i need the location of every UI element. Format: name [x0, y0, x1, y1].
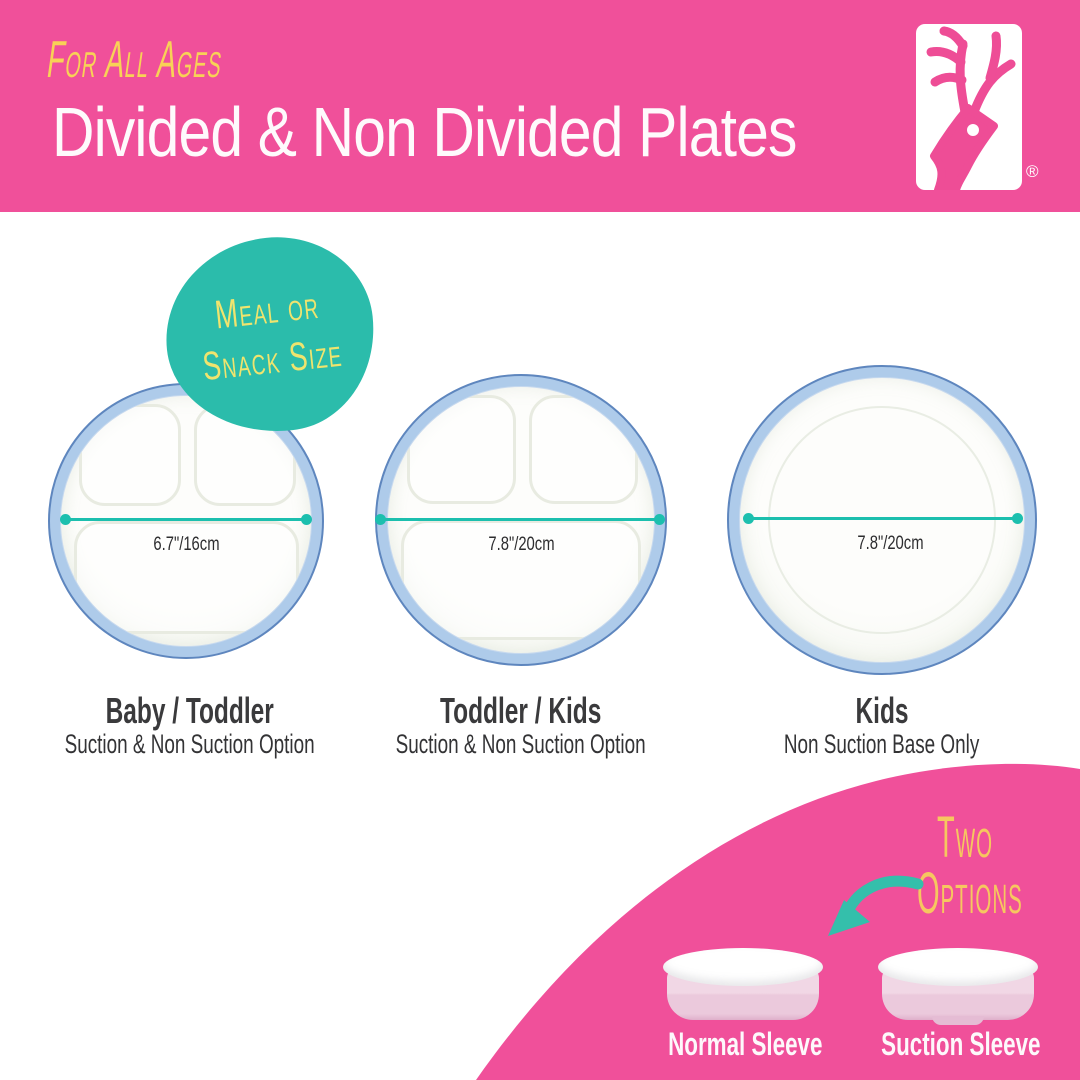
page-title: Divided & Non Divided Plates: [52, 93, 797, 171]
sleeve-plate-top: [878, 948, 1038, 986]
header-title-wrap: Divided & Non Divided Plates: [52, 92, 938, 172]
plate-surface: [60, 395, 312, 647]
diameter-label: 7.8"/20cm: [487, 534, 555, 555]
plate-option: Non Suction Base Only: [784, 729, 980, 759]
plate-name: Toddler / Kids: [440, 690, 602, 731]
diameter-label: 6.7"/16cm: [152, 534, 220, 555]
plate-name: Baby / Toddler: [105, 690, 275, 731]
compartment-top-left: [78, 403, 181, 506]
normal-sleeve-plate: [663, 948, 823, 1024]
diameter-label: 7.8"/20cm: [856, 533, 924, 554]
plate-inner-rim: [768, 406, 996, 634]
plate-surface: [739, 377, 1025, 663]
diameter-line: [60, 514, 312, 525]
curved-arrow-icon: [828, 875, 924, 936]
header-tagline: For All Ages: [43, 31, 227, 89]
header-banner: For All Ages Divided & Non Divided Plate…: [0, 0, 1080, 212]
plate-name: Kids: [855, 690, 909, 731]
plate-option: Suction & Non Suction Option: [395, 729, 647, 759]
compartment-bottom: [401, 520, 641, 640]
compartment-top-left: [406, 394, 516, 505]
sleeve-label: Normal Sleeve: [667, 1026, 823, 1062]
diameter-line: [375, 514, 665, 525]
compartment-top-right: [528, 394, 639, 505]
registered-trademark: ®: [1026, 162, 1039, 181]
sleeve-label: Suction Sleeve: [880, 1026, 1041, 1062]
suction-sleeve-plate: [878, 948, 1038, 1025]
suction-base-foot: [932, 1016, 984, 1025]
brand-logo: [916, 24, 1022, 190]
plate-option: Suction & Non Suction Option: [64, 729, 316, 759]
diameter-line: [743, 513, 1023, 524]
plate-kids: [727, 365, 1037, 675]
header-tagline-wrap: For All Ages: [44, 30, 370, 90]
sleeve-plate-top: [663, 948, 823, 986]
deer-logo-icon: [926, 26, 1016, 190]
compartment-bottom: [73, 521, 299, 634]
